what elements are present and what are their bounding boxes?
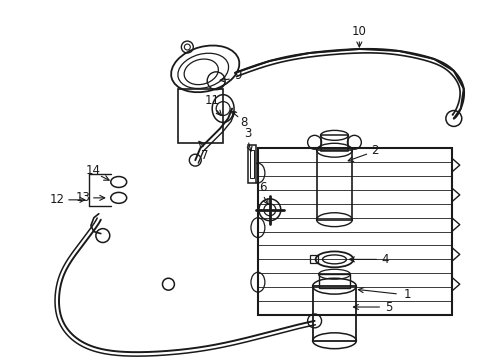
Text: 2: 2 xyxy=(371,144,379,157)
Text: 12: 12 xyxy=(49,193,65,206)
Text: 13: 13 xyxy=(75,192,90,204)
Text: 5: 5 xyxy=(386,301,393,314)
Text: 11: 11 xyxy=(205,94,220,107)
Text: 1: 1 xyxy=(403,288,411,301)
Bar xyxy=(317,150,352,220)
Text: 14: 14 xyxy=(85,163,100,176)
Text: 8: 8 xyxy=(240,116,247,129)
Text: 7: 7 xyxy=(201,149,209,162)
Bar xyxy=(248,145,256,183)
Bar xyxy=(258,148,452,315)
Bar xyxy=(310,255,318,264)
Text: 4: 4 xyxy=(381,253,389,266)
Bar xyxy=(250,150,254,178)
Bar xyxy=(178,89,223,143)
Bar xyxy=(320,135,348,151)
Bar xyxy=(313,286,356,341)
Text: 3: 3 xyxy=(245,127,252,140)
Text: 9: 9 xyxy=(234,69,242,82)
Text: 6: 6 xyxy=(259,181,267,194)
Text: 10: 10 xyxy=(352,24,367,38)
Bar xyxy=(318,274,350,288)
